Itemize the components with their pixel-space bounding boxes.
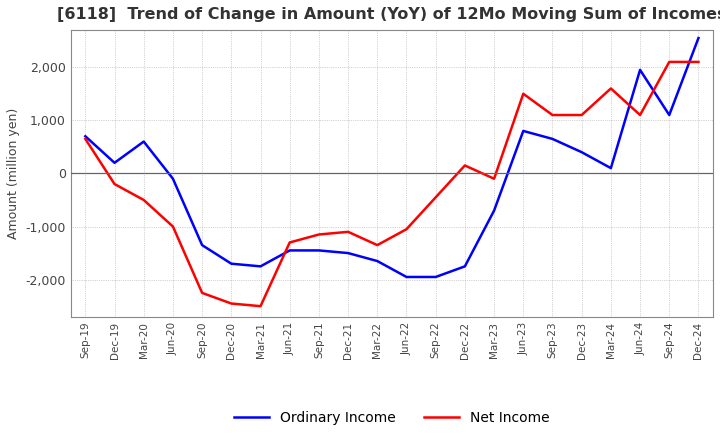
- Net Income: [315, 232, 323, 237]
- Net Income: [461, 163, 469, 168]
- Ordinary Income: [461, 264, 469, 269]
- Net Income: [431, 194, 440, 200]
- Net Income: [402, 227, 411, 232]
- Net Income: [548, 112, 557, 117]
- Net Income: [694, 59, 703, 65]
- Net Income: [110, 181, 119, 187]
- Net Income: [256, 304, 265, 309]
- Line: Ordinary Income: Ordinary Income: [86, 38, 698, 277]
- Ordinary Income: [694, 35, 703, 40]
- Ordinary Income: [343, 250, 352, 256]
- Net Income: [343, 229, 352, 235]
- Ordinary Income: [198, 242, 207, 248]
- Net Income: [168, 224, 177, 229]
- Ordinary Income: [285, 248, 294, 253]
- Ordinary Income: [548, 136, 557, 142]
- Ordinary Income: [606, 165, 615, 171]
- Ordinary Income: [315, 248, 323, 253]
- Ordinary Income: [431, 274, 440, 279]
- Line: Net Income: Net Income: [86, 62, 698, 306]
- Net Income: [577, 112, 586, 117]
- Ordinary Income: [636, 67, 644, 73]
- Net Income: [665, 59, 674, 65]
- Legend: Ordinary Income, Net Income: Ordinary Income, Net Income: [229, 405, 555, 430]
- Ordinary Income: [519, 128, 528, 134]
- Ordinary Income: [168, 176, 177, 181]
- Ordinary Income: [665, 112, 674, 117]
- Title: [6118]  Trend of Change in Amount (YoY) of 12Mo Moving Sum of Incomes: [6118] Trend of Change in Amount (YoY) o…: [57, 7, 720, 22]
- Ordinary Income: [490, 208, 498, 213]
- Net Income: [198, 290, 207, 296]
- Net Income: [636, 112, 644, 117]
- Net Income: [373, 242, 382, 248]
- Ordinary Income: [81, 134, 90, 139]
- Net Income: [285, 240, 294, 245]
- Ordinary Income: [110, 160, 119, 165]
- Net Income: [140, 197, 148, 202]
- Ordinary Income: [373, 258, 382, 264]
- Ordinary Income: [140, 139, 148, 144]
- Ordinary Income: [402, 274, 411, 279]
- Net Income: [227, 301, 235, 306]
- Ordinary Income: [577, 150, 586, 155]
- Net Income: [81, 136, 90, 142]
- Net Income: [490, 176, 498, 181]
- Y-axis label: Amount (million yen): Amount (million yen): [7, 108, 20, 239]
- Net Income: [606, 86, 615, 91]
- Ordinary Income: [256, 264, 265, 269]
- Net Income: [519, 91, 528, 96]
- Ordinary Income: [227, 261, 235, 266]
